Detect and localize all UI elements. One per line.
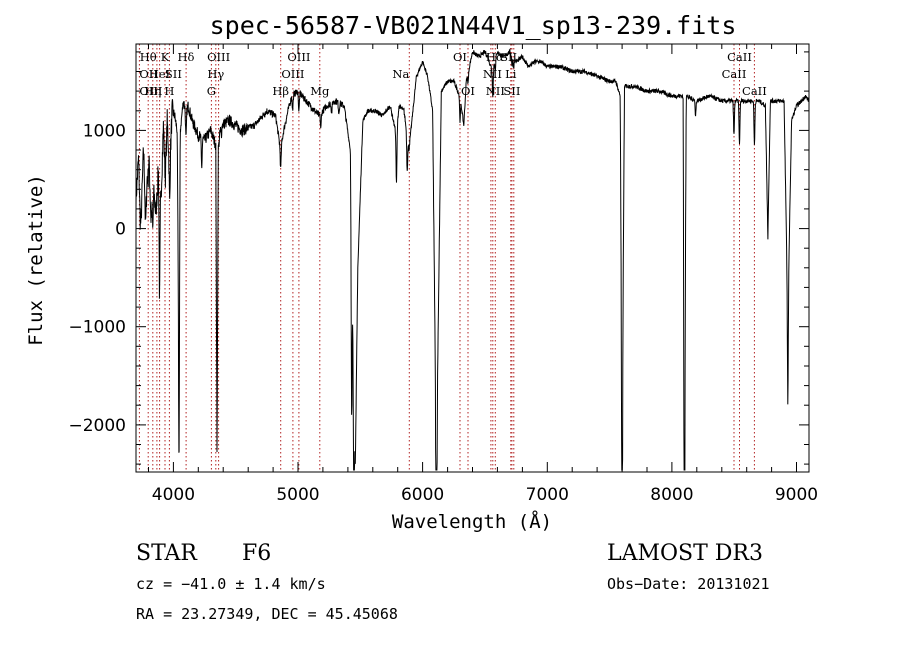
chart-title: spec-56587-VB021N44V1_sp13-239.fits [210, 11, 737, 40]
line-label: G [207, 84, 216, 98]
coordinates: RA = 23.27349, DEC = 45.45068 [136, 605, 398, 623]
y-tick-label: −2000 [68, 416, 126, 436]
line-label: Hδ [178, 50, 195, 64]
x-tick-label: 5000 [276, 485, 319, 505]
line-label: CaII [742, 84, 767, 98]
x-tick-label: 7000 [526, 485, 569, 505]
line-label: Hα [486, 50, 504, 64]
line-label: NII [483, 67, 502, 81]
line-label: OIII [139, 84, 162, 98]
x-tick-label: 4000 [152, 485, 195, 505]
y-tick-label: 0 [115, 220, 126, 240]
x-tick-label: 8000 [650, 485, 693, 505]
observation-date: Obs−Date: 20131021 [607, 575, 770, 593]
line-label: Hθ [140, 50, 157, 64]
line-label: Na [392, 67, 409, 81]
redshift-value: cz = −41.0 ± 1.4 km/s [136, 575, 326, 593]
line-label: OIII [281, 67, 304, 81]
y-axis-label: Flux (relative) [25, 174, 47, 346]
line-label: SII [165, 67, 182, 81]
line-label: SII [500, 50, 517, 64]
line-label: H [164, 84, 174, 98]
line-label: Hγ [207, 67, 224, 81]
plot-frame [135, 43, 810, 473]
line-label: Hη [144, 84, 161, 98]
spectrum-line [135, 47, 810, 471]
line-label: OII [139, 67, 158, 81]
line-label: CaII [727, 50, 752, 64]
line-label: OI [461, 84, 475, 98]
line-label: NII [486, 84, 505, 98]
object-class: STAR [136, 541, 198, 566]
line-label: SII [503, 84, 520, 98]
x-tick-label: 9000 [775, 485, 818, 505]
line-label: OIII [287, 50, 310, 64]
survey-name: LAMOST DR3 [607, 541, 763, 566]
line-label: Li [505, 67, 517, 81]
line-label: K [161, 50, 170, 64]
line-markers [138, 44, 755, 472]
line-label: CaII [722, 67, 747, 81]
line-label: OI [453, 50, 467, 64]
y-tick-label: −1000 [68, 318, 126, 338]
line-label: OIII [207, 50, 230, 64]
object-subclass: F6 [242, 541, 271, 566]
line-label: Mg [310, 84, 330, 98]
x-axis-label: Wavelength (Å) [392, 510, 552, 533]
line-label: HeI [149, 67, 170, 81]
line-label: Hβ [272, 84, 289, 98]
y-axis: −2000 −1000 0 1000 [68, 51, 809, 465]
x-tick-label: 6000 [401, 485, 444, 505]
x-axis: 4000 5000 6000 7000 8000 9000 [148, 44, 818, 505]
spectrum-series [135, 47, 810, 471]
y-tick-label: 1000 [83, 121, 126, 141]
